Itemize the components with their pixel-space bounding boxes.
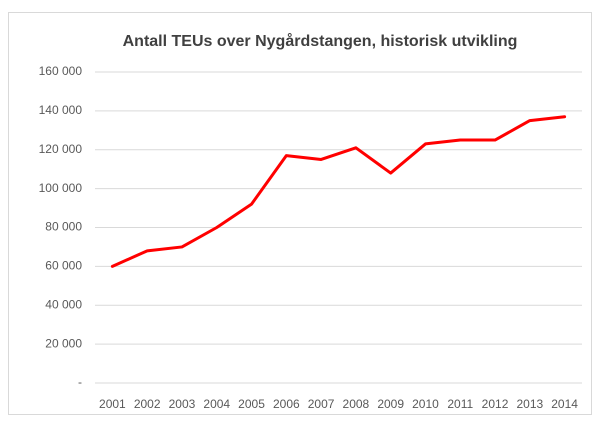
y-tick-label: 100 000	[39, 181, 83, 195]
x-tick-label: 2004	[203, 397, 230, 411]
y-tick-label: 120 000	[39, 142, 83, 156]
chart-title: Antall TEUs over Nygårdstangen, historis…	[123, 32, 518, 50]
y-tick-label: 60 000	[45, 259, 82, 273]
x-tick-label: 2011	[447, 397, 473, 411]
x-tick-label: 2012	[482, 397, 509, 411]
x-tick-label: 2008	[343, 397, 370, 411]
x-tick-label: 2001	[99, 397, 126, 411]
x-tick-label: 2010	[412, 397, 439, 411]
chart-border	[8, 12, 592, 415]
y-tick-label: 20 000	[45, 336, 82, 350]
x-tick-label: 2006	[273, 397, 300, 411]
x-tick-label: 2003	[169, 397, 196, 411]
data-line	[110, 115, 567, 268]
x-tick-label: 2002	[134, 397, 161, 411]
x-tick-label: 2009	[377, 397, 404, 411]
y-tick-label: -	[78, 375, 82, 389]
y-tick-label: 160 000	[39, 64, 83, 78]
x-tick-label: 2014	[551, 397, 578, 411]
x-tick-label: 2013	[516, 397, 543, 411]
y-tick-label: 140 000	[39, 103, 83, 117]
y-tick-label: 80 000	[45, 220, 82, 234]
x-tick-label: 2005	[238, 397, 265, 411]
x-tick-label: 2007	[308, 397, 335, 411]
y-tick-label: 40 000	[45, 297, 82, 311]
